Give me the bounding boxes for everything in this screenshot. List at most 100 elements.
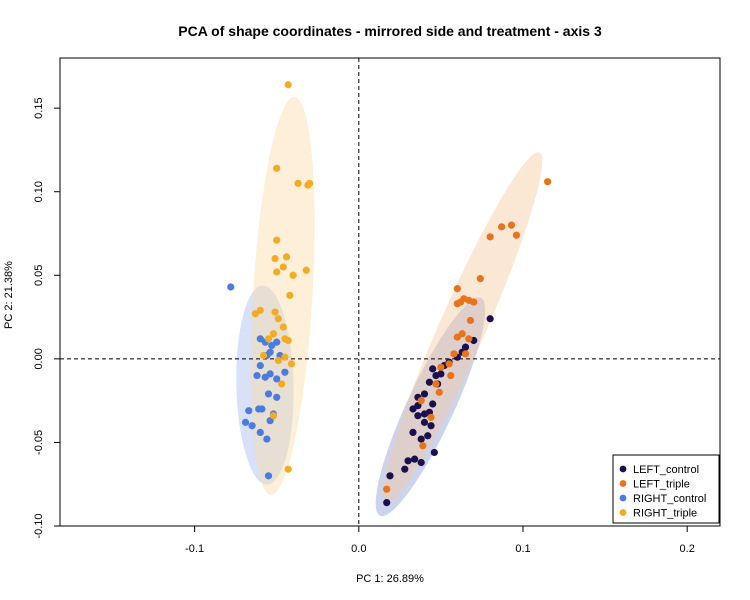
point-right-triple <box>269 412 278 420</box>
point-left-control <box>383 499 391 507</box>
y-axis-label: PC 2: 21.38% <box>3 261 15 329</box>
x-tick-label: 0.1 <box>515 543 530 555</box>
legend-marker-right-triple <box>619 509 627 516</box>
point-right-triple <box>278 380 286 388</box>
point-left-control <box>429 400 437 408</box>
point-right-control <box>248 422 256 430</box>
legend-marker-right-control <box>619 494 627 502</box>
point-left-triple <box>437 363 445 371</box>
point-left-triple <box>432 380 440 388</box>
point-left-control <box>429 365 437 373</box>
point-left-control <box>417 435 425 443</box>
point-right-triple <box>281 353 289 361</box>
point-left-triple <box>465 335 473 343</box>
point-left-triple <box>383 485 391 493</box>
point-left-control <box>414 412 422 420</box>
point-right-control <box>258 405 266 413</box>
legend-marker-left-control <box>619 465 627 473</box>
plot-area <box>60 58 720 526</box>
point-left-triple <box>470 298 478 306</box>
point-left-triple <box>447 371 455 380</box>
point-right-triple <box>271 308 279 316</box>
point-right-triple <box>279 323 287 331</box>
point-left-triple <box>544 178 552 186</box>
point-left-control <box>404 457 412 465</box>
point-right-control <box>256 361 264 370</box>
point-right-control <box>273 338 281 346</box>
y-tick-label: 0.15 <box>33 97 45 118</box>
point-left-triple <box>512 231 521 239</box>
point-right-triple <box>279 263 287 271</box>
point-right-control <box>256 428 264 436</box>
point-right-triple <box>284 81 292 89</box>
x-axis-label: PC 1: 26.89% <box>356 573 424 585</box>
point-left-control <box>409 428 417 436</box>
point-right-control <box>263 435 271 443</box>
ellipse-left-control <box>375 297 486 517</box>
point-right-triple <box>305 179 314 187</box>
point-right-triple <box>273 268 281 276</box>
point-left-control <box>411 455 419 463</box>
point-left-control <box>430 448 438 457</box>
y-tick-label: 0.10 <box>33 181 45 202</box>
legend-label-left-triple: LEFT_triple <box>633 479 690 491</box>
point-right-control <box>253 371 261 380</box>
point-right-triple <box>302 266 310 274</box>
point-right-control <box>264 390 273 398</box>
point-right-triple <box>273 236 281 244</box>
legend-label-right-triple: RIGHT_triple <box>633 508 697 520</box>
x-tick-label: -0.1 <box>185 543 204 555</box>
point-right-triple <box>294 179 302 187</box>
point-left-control <box>461 343 470 351</box>
point-left-control <box>427 422 435 430</box>
point-left-control <box>420 390 429 398</box>
point-right-control <box>281 368 289 376</box>
point-right-control <box>241 418 250 426</box>
point-left-triple <box>458 330 466 338</box>
point-right-triple <box>289 271 297 279</box>
point-right-triple <box>271 254 279 263</box>
x-tick-label: 0.0 <box>351 543 366 555</box>
legend-marker-left-triple <box>619 480 627 487</box>
y-tick-label: 0.00 <box>33 348 45 369</box>
point-left-triple <box>450 350 458 358</box>
axes: -0.1 0.0 0.1 0.2 -0.10 -0.05 0.00 0.05 0.10 0.15 <box>33 57 721 555</box>
point-left-triple <box>419 442 427 450</box>
point-right-control <box>227 283 235 291</box>
point-left-control <box>401 465 409 473</box>
point-right-control <box>273 375 281 383</box>
point-right-triple <box>259 351 268 360</box>
plot-frame <box>59 57 721 527</box>
ellipse-left-triple <box>382 152 543 504</box>
point-left-control <box>420 418 429 426</box>
point-right-triple <box>273 164 281 172</box>
point-right-control <box>256 335 264 343</box>
point-right-triple <box>269 330 278 338</box>
point-right-control <box>245 407 253 415</box>
point-left-triple <box>507 221 516 229</box>
point-right-control <box>273 393 281 401</box>
point-right-triple <box>256 306 264 314</box>
point-right-triple <box>264 335 273 343</box>
point-right-triple <box>284 336 292 345</box>
y-tick-label: 0.05 <box>33 265 45 286</box>
point-right-triple <box>282 253 291 261</box>
point-left-triple <box>476 275 484 283</box>
ellipse-right-triple <box>250 96 315 495</box>
point-left-triple <box>486 233 494 241</box>
point-right-triple <box>287 360 296 368</box>
legend-box <box>612 454 720 524</box>
point-right-triple <box>284 465 292 473</box>
point-right-control <box>264 472 273 480</box>
point-right-triple <box>274 356 282 365</box>
point-right-control <box>266 348 274 356</box>
point-left-triple <box>461 350 470 358</box>
point-left-triple <box>435 388 443 396</box>
point-right-triple <box>286 291 294 299</box>
point-left-control <box>486 315 494 323</box>
point-left-control <box>424 432 432 440</box>
point-left-control <box>409 405 417 413</box>
point-left-triple <box>427 413 435 421</box>
point-left-control <box>417 458 425 467</box>
